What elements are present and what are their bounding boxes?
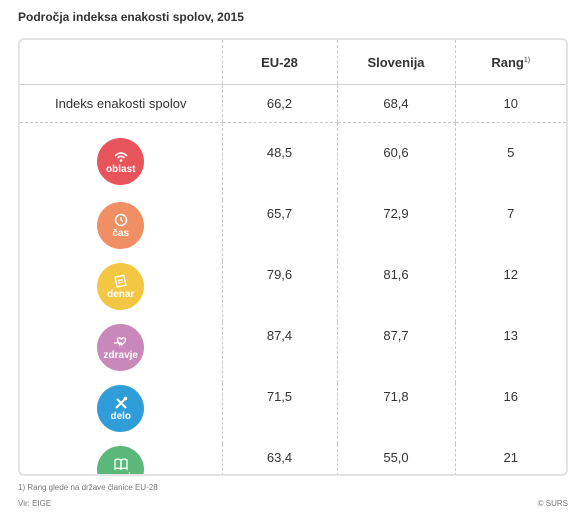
header-empty	[20, 40, 222, 85]
domain-badge-znanje: znanje	[97, 446, 145, 475]
domain-rank-value: 16	[454, 383, 566, 444]
domain-rank-value: 13	[454, 322, 566, 383]
domain-si-value: 72,9	[336, 200, 455, 261]
domain-row-denar: denar 79,6 81,6 12	[20, 261, 566, 322]
domain-rank-value: 12	[454, 261, 566, 322]
header-rang-footnote-mark: 1)	[523, 56, 531, 64]
domain-eu-value: 65,7	[221, 200, 337, 261]
wifi-icon	[114, 151, 128, 162]
index-eu-value: 66,2	[221, 84, 337, 123]
domain-badge-oblast: oblast	[97, 138, 145, 185]
domain-label: znanje	[105, 472, 136, 475]
page-title: Področja indeksa enakosti spolov, 2015	[18, 10, 244, 24]
heartbeat-icon	[113, 336, 126, 346]
domain-rank-value: 21	[454, 444, 566, 474]
domain-label: oblast	[106, 163, 136, 175]
header-slovenija: Slovenija	[336, 40, 455, 85]
header-eu28: EU-28	[221, 40, 337, 85]
domain-si-value: 81,6	[336, 261, 455, 322]
domain-row-znanje: znanje 63,4 55,0 21	[20, 444, 566, 475]
tools-icon	[115, 396, 128, 409]
domain-badge-denar: denar	[97, 263, 145, 310]
domain-row-delo: delo 71,5 71,8 16	[20, 383, 566, 444]
domain-eu-value: 79,6	[221, 261, 337, 322]
domain-eu-value: 71,5	[221, 383, 337, 444]
header-rang: Rang1)	[454, 40, 566, 85]
domain-badge-delo: delo	[97, 385, 145, 432]
gender-equality-table: EU-28 Slovenija Rang1) Indeks enakosti s…	[20, 40, 566, 475]
copyright-note: © SURS	[537, 499, 568, 508]
notes-icon	[113, 273, 127, 288]
domain-label: denar	[107, 288, 135, 300]
domain-label: zdravje	[103, 349, 138, 361]
header-rang-label: Rang	[491, 54, 524, 70]
index-label: Indeks enakosti spolov	[20, 84, 222, 123]
table-frame: EU-28 Slovenija Rang1) Indeks enakosti s…	[18, 38, 568, 476]
domain-badge-zdravje: zdravje	[97, 324, 145, 371]
domain-row-oblast: oblast 48,5 60,6 5	[20, 122, 566, 200]
domain-eu-value: 87,4	[221, 322, 337, 383]
table-header-row: EU-28 Slovenija Rang1)	[20, 40, 566, 85]
domain-label: delo	[110, 410, 132, 422]
source-note: Vir: EIGE	[18, 499, 52, 508]
index-si-value: 68,4	[336, 84, 455, 123]
domain-row-zdravje: zdravje 87,4 87,7 13	[20, 322, 566, 383]
footnote: 1) Rang glede na države članice EU-28	[18, 483, 158, 492]
index-rank-value: 10	[454, 84, 566, 123]
domain-si-value: 87,7	[336, 322, 455, 383]
index-row: Indeks enakosti spolov 66,2 68,4 10	[20, 84, 566, 123]
domain-row-cas: čas 65,7 72,9 7	[20, 200, 566, 261]
domain-si-value: 71,8	[336, 383, 455, 444]
domain-label: čas	[112, 227, 130, 239]
book-icon	[114, 458, 128, 470]
domain-badge-cas: čas	[97, 202, 145, 249]
clock-icon	[114, 213, 127, 226]
domain-si-value: 60,6	[336, 122, 455, 200]
domain-eu-value: 48,5	[221, 122, 337, 200]
domain-si-value: 55,0	[336, 444, 455, 474]
domain-rank-value: 7	[454, 200, 566, 261]
domain-rank-value: 5	[454, 122, 566, 200]
domain-eu-value: 63,4	[221, 444, 337, 474]
